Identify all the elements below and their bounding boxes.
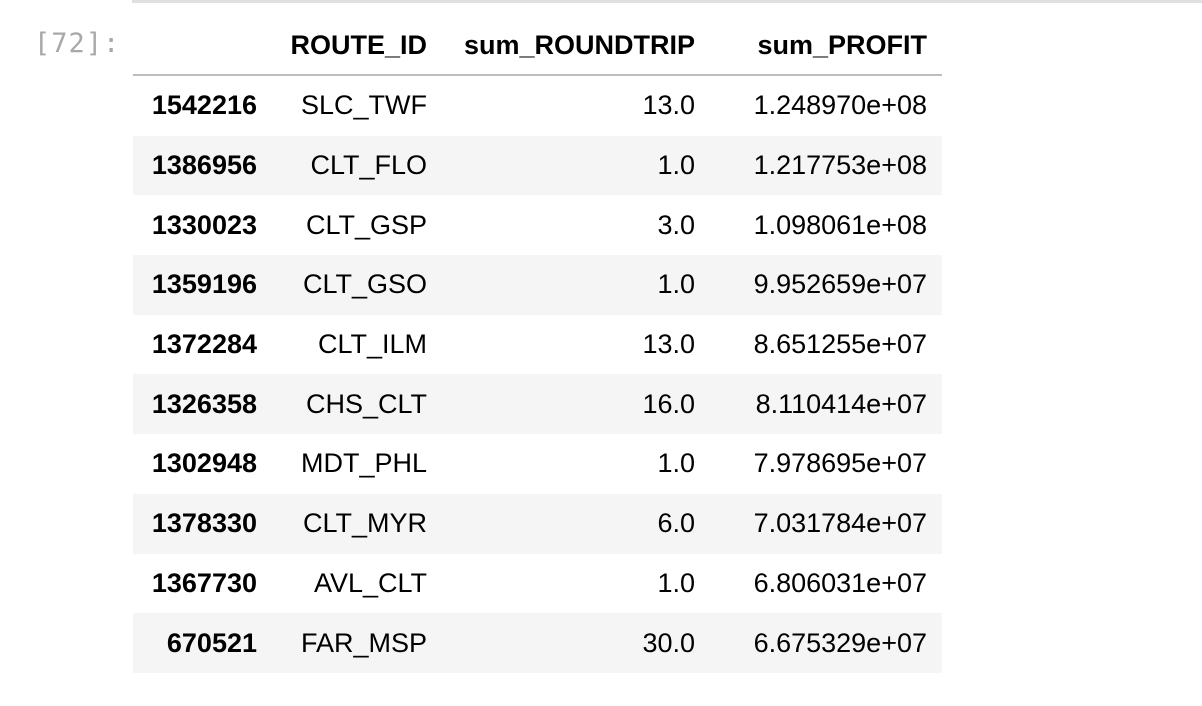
table-row: 1359196 CLT_GSO 1.0 9.952659e+07	[133, 255, 942, 315]
table-row: 1326358 CHS_CLT 16.0 8.110414e+07	[133, 374, 942, 435]
cell-sum-roundtrip: 13.0	[642, 329, 695, 360]
cell-sum-profit: 6.675329e+07	[753, 627, 927, 658]
cell-route-id: SLC_TWF	[300, 90, 427, 121]
row-index: 1330023	[151, 209, 257, 240]
row-index: 1378330	[151, 508, 257, 539]
cell-route-id: CHS_CLT	[305, 388, 427, 419]
index-header	[133, 16, 272, 76]
cell-route-id: CLT_ILM	[317, 329, 427, 360]
cell-sum-profit: 8.651255e+07	[753, 329, 927, 360]
dataframe-table: ROUTE_ID sum_ROUNDTRIP sum_PROFIT 154221…	[133, 16, 942, 673]
cell-route-id: FAR_MSP	[300, 627, 427, 658]
row-index: 1326358	[151, 388, 257, 419]
table-row: 1542216 SLC_TWF 13.0 1.248970e+08	[133, 75, 942, 136]
row-index: 1367730	[151, 567, 257, 598]
cell-sum-roundtrip: 1.0	[657, 567, 695, 598]
cell-sum-profit: 7.978695e+07	[753, 448, 927, 479]
cell-sum-profit: 1.217753e+08	[753, 150, 927, 181]
cell-route-id: CLT_GSP	[305, 209, 427, 240]
cell-sum-profit: 7.031784e+07	[753, 508, 927, 539]
cell-route-id: AVL_CLT	[313, 567, 427, 598]
column-header-sum-roundtrip: sum_ROUNDTRIP	[442, 16, 710, 76]
cell-sum-profit: 6.806031e+07	[753, 567, 927, 598]
cell-sum-roundtrip: 1.0	[657, 448, 695, 479]
cell-sum-roundtrip: 6.0	[657, 508, 695, 539]
row-index: 1372284	[151, 329, 257, 360]
cell-route-id: MDT_PHL	[300, 448, 427, 479]
execution-count-prompt: [72]:	[34, 28, 121, 59]
cell-sum-roundtrip: 1.0	[657, 150, 695, 181]
table-row: 1367730 AVL_CLT 1.0 6.806031e+07	[133, 554, 942, 614]
cell-sum-roundtrip: 30.0	[642, 627, 695, 658]
cell-sum-profit: 1.098061e+08	[753, 209, 927, 240]
column-header-route-id: ROUTE_ID	[272, 16, 442, 76]
row-index: 1302948	[151, 448, 257, 479]
row-index: 670521	[166, 627, 257, 658]
cell-sum-profit: 1.248970e+08	[753, 90, 927, 121]
table-row: 1302948 MDT_PHL 1.0 7.978695e+07	[133, 434, 942, 494]
row-index: 1359196	[151, 269, 257, 300]
table-header-row: ROUTE_ID sum_ROUNDTRIP sum_PROFIT	[133, 16, 942, 76]
cell-sum-profit: 8.110414e+07	[755, 388, 927, 419]
table-row: 1372284 CLT_ILM 13.0 8.651255e+07	[133, 315, 942, 375]
table-row: 1330023 CLT_GSP 3.0 1.098061e+08	[133, 195, 942, 255]
table-row: 670521 FAR_MSP 30.0 6.675329e+07	[133, 613, 942, 673]
cell-sum-roundtrip: 3.0	[657, 209, 695, 240]
row-index: 1386956	[151, 150, 257, 181]
cell-route-id: CLT_GSO	[302, 269, 427, 300]
table-row: 1386956 CLT_FLO 1.0 1.217753e+08	[133, 135, 942, 196]
cell-top-border	[132, 0, 1202, 3]
cell-sum-roundtrip: 1.0	[657, 269, 695, 300]
cell-route-id: CLT_MYR	[302, 508, 427, 539]
column-header-sum-profit: sum_PROFIT	[710, 16, 942, 76]
table-row: 1378330 CLT_MYR 6.0 7.031784e+07	[133, 493, 942, 554]
cell-sum-roundtrip: 16.0	[642, 388, 695, 419]
cell-sum-roundtrip: 13.0	[642, 90, 695, 121]
cell-route-id: CLT_FLO	[310, 150, 427, 181]
row-index: 1542216	[151, 90, 257, 121]
table-body: 1542216 SLC_TWF 13.0 1.248970e+08 1386956 CLT…	[133, 75, 942, 673]
cell-sum-profit: 9.952659e+07	[753, 269, 927, 300]
